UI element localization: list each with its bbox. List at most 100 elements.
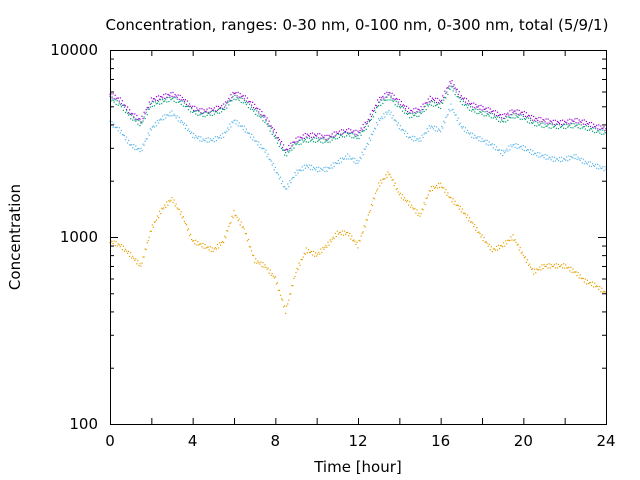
data-point <box>414 136 416 138</box>
data-point <box>537 119 539 122</box>
data-point <box>423 133 425 135</box>
data-point <box>188 106 191 108</box>
data-point <box>398 128 400 130</box>
data-point <box>243 228 245 230</box>
data-point <box>386 91 388 93</box>
data-point <box>459 122 461 124</box>
data-point <box>500 152 502 155</box>
data-point <box>408 204 410 206</box>
data-point <box>550 263 552 266</box>
data-point <box>327 166 329 169</box>
data-point <box>285 152 287 154</box>
data-point <box>387 111 389 113</box>
data-point <box>569 158 571 161</box>
data-point <box>236 96 238 99</box>
data-point <box>405 112 408 115</box>
data-point <box>531 122 533 124</box>
data-point <box>281 146 284 149</box>
data-point <box>404 199 407 201</box>
data-point <box>327 138 329 140</box>
data-point <box>394 104 396 106</box>
data-point <box>155 103 158 105</box>
data-point <box>588 129 591 131</box>
series-1 <box>109 80 607 151</box>
data-point <box>463 104 466 106</box>
data-point <box>310 164 313 167</box>
data-point <box>412 207 414 209</box>
data-point <box>145 138 147 140</box>
data-point <box>433 125 436 127</box>
data-point <box>350 158 352 160</box>
data-point <box>153 126 156 128</box>
data-point <box>186 105 189 107</box>
data-point <box>400 106 402 108</box>
data-point <box>168 115 170 117</box>
data-point <box>462 100 464 102</box>
data-point <box>273 277 275 279</box>
data-point <box>458 123 460 125</box>
data-point <box>460 126 462 128</box>
data-point <box>140 121 142 123</box>
data-point <box>135 258 137 260</box>
data-point <box>212 109 214 111</box>
data-point <box>264 115 266 117</box>
data-point <box>593 127 595 129</box>
data-point <box>122 134 125 136</box>
data-point <box>150 129 152 131</box>
data-point <box>125 136 128 138</box>
data-point <box>558 156 561 159</box>
data-point <box>457 117 459 119</box>
data-point <box>288 299 290 301</box>
data-point <box>574 271 576 273</box>
data-point <box>321 137 323 140</box>
data-point <box>241 95 243 97</box>
data-point <box>509 110 511 112</box>
data-point <box>551 265 553 268</box>
data-point <box>583 125 585 128</box>
data-point <box>560 125 563 128</box>
data-point <box>412 111 414 113</box>
data-point <box>341 157 344 159</box>
data-point <box>405 135 408 138</box>
data-point <box>271 133 273 136</box>
data-point <box>224 131 226 133</box>
data-point <box>387 94 389 96</box>
data-point <box>368 120 370 123</box>
data-point <box>206 114 208 117</box>
data-point <box>459 100 461 103</box>
data-point <box>388 91 390 94</box>
data-point <box>250 250 253 252</box>
data-point <box>394 119 396 121</box>
data-point <box>116 97 118 99</box>
data-point <box>505 115 507 117</box>
data-point <box>393 99 395 101</box>
data-point <box>460 95 462 97</box>
data-point <box>122 245 125 247</box>
data-point <box>299 169 301 171</box>
data-point <box>331 167 333 169</box>
data-point <box>323 167 325 169</box>
data-point <box>395 120 397 122</box>
data-point <box>306 137 308 139</box>
data-point <box>570 266 572 268</box>
data-point <box>302 256 304 258</box>
data-point <box>369 139 371 141</box>
data-point <box>439 99 441 101</box>
x-axis-label: Time [hour] <box>313 458 402 476</box>
data-point <box>594 125 596 128</box>
data-point <box>487 113 489 116</box>
data-point <box>390 176 392 178</box>
data-point <box>432 128 435 130</box>
data-point <box>248 103 251 105</box>
data-point <box>455 89 457 91</box>
data-point <box>291 284 293 287</box>
data-point <box>211 109 213 111</box>
data-point <box>241 97 243 100</box>
data-point <box>179 121 181 123</box>
data-point <box>182 99 184 101</box>
data-point <box>538 116 540 119</box>
data-point <box>143 111 145 113</box>
data-point <box>332 136 334 138</box>
data-point <box>326 246 328 248</box>
data-point <box>181 121 183 123</box>
